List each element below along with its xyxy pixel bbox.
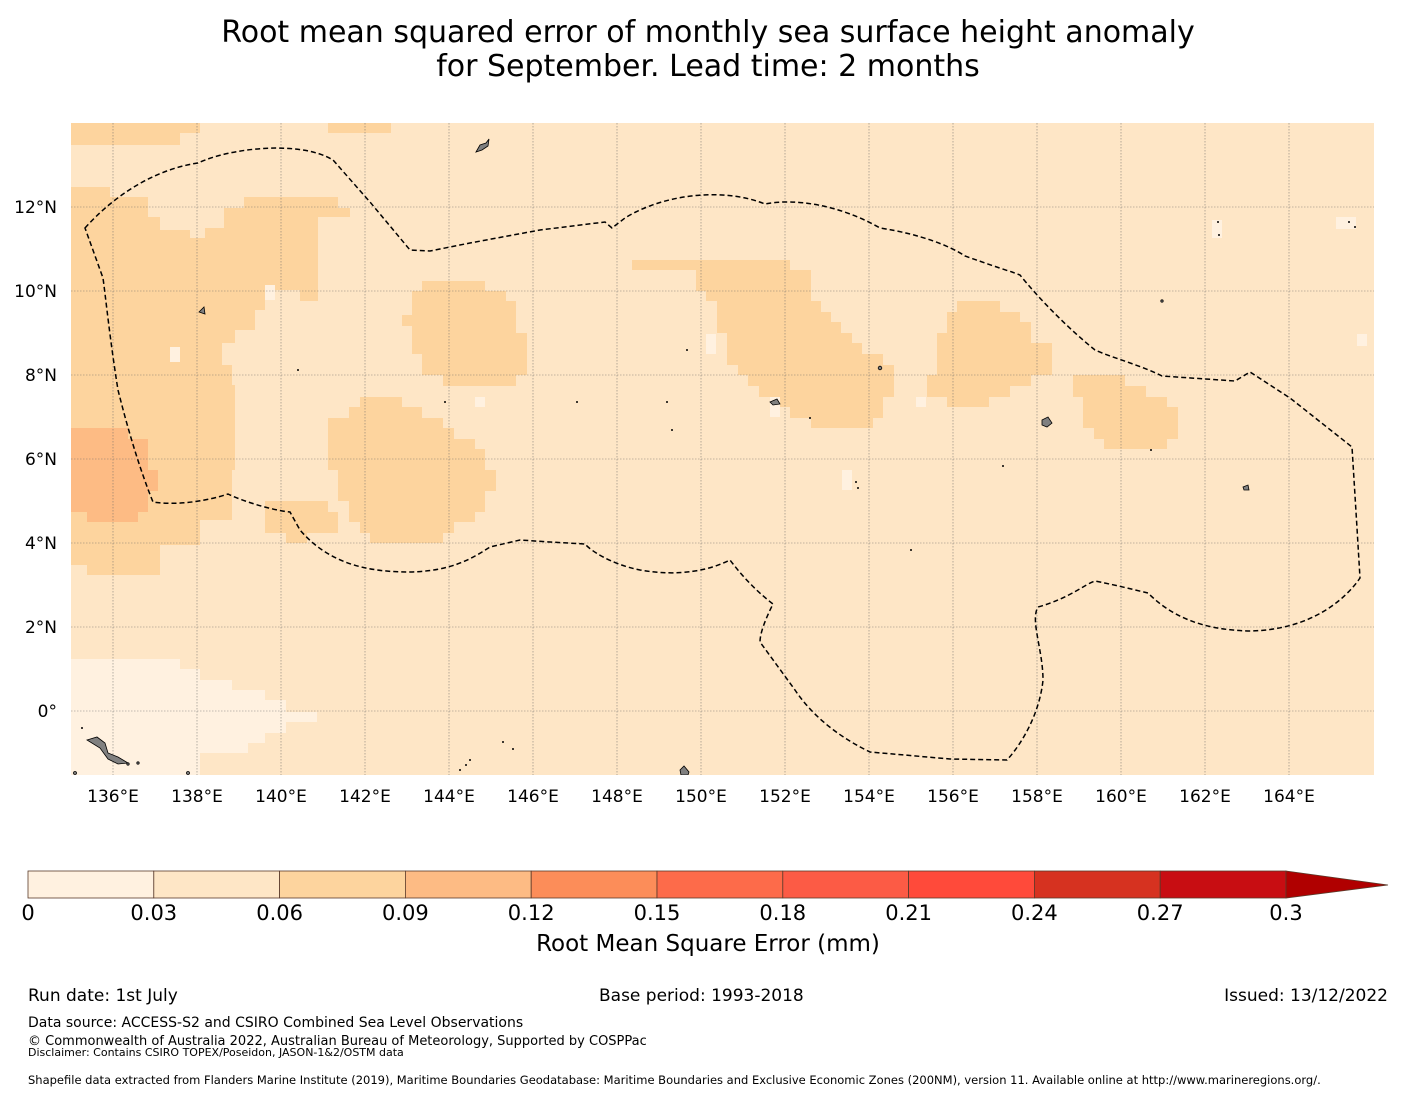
colorbar-tick-label: 0.09	[382, 901, 429, 925]
lon-label-150e: 150°E	[675, 787, 727, 807]
colorbar-segment	[530, 870, 658, 899]
colorbar-tick-label: 0	[21, 901, 35, 925]
lon-label-138e: 138°E	[171, 787, 223, 807]
lon-label-160e: 160°E	[1095, 787, 1147, 807]
colorbar-segment	[1034, 870, 1161, 899]
map-gridlines	[71, 123, 1374, 775]
land-islands	[73, 138, 1250, 775]
colorbar-tick-label: 0.15	[633, 901, 681, 925]
colorbar-segment	[404, 870, 532, 899]
colorbar-segment	[153, 870, 281, 899]
lon-label-158e: 158°E	[1011, 787, 1063, 807]
run-date: Run date: 1st July	[28, 986, 178, 1006]
colorbar-segment	[27, 870, 155, 899]
colorbar-tick-label: 0.06	[256, 901, 303, 925]
copyright-notice: © Commonwealth of Australia 2022, Austra…	[28, 1034, 647, 1049]
colorbar-segment	[1159, 870, 1287, 899]
colorbar-tick-label: 0.27	[1136, 901, 1184, 925]
lon-label-136e: 136°E	[87, 787, 139, 807]
chart-title-line2: for September. Lead time: 2 months	[436, 49, 980, 84]
lon-label-162e: 162°E	[1179, 787, 1231, 807]
lat-label-10n: 10°N	[14, 282, 57, 302]
lon-label-154e: 154°E	[843, 787, 895, 807]
lat-label-2n: 2°N	[25, 618, 57, 638]
colorbar-extend-arrow	[1285, 870, 1389, 899]
lon-label-156e: 156°E	[927, 787, 979, 807]
lon-label-140e: 140°E	[255, 787, 307, 807]
chart-title-line1: Root mean squared error of monthly sea s…	[221, 15, 1195, 50]
issued-date: Issued: 13/12/2022	[1224, 986, 1388, 1006]
lon-label-146e: 146°E	[507, 787, 559, 807]
map-panel	[71, 123, 1374, 775]
base-period: Base period: 1993-2018	[599, 986, 804, 1006]
lon-label-152e: 152°E	[759, 787, 811, 807]
data-source: Data source: ACCESS-S2 and CSIRO Combine…	[28, 1015, 524, 1031]
rmse-patches-000-003	[71, 217, 1367, 775]
colorbar-segment	[279, 870, 406, 899]
lon-label-164e: 164°E	[1263, 787, 1315, 807]
lat-label-4n: 4°N	[25, 534, 57, 554]
eez-boundary	[84, 147, 1361, 761]
colorbar-title: Root Mean Square Error (mm)	[536, 931, 880, 957]
atoll-dots	[81, 221, 1356, 771]
colorbar-segment	[908, 870, 1035, 899]
colorbar	[27, 870, 1389, 899]
colorbar-tick-label: 0.24	[1011, 901, 1058, 925]
colorbar-segment	[656, 870, 784, 899]
latitude-labels: 12°N 10°N 8°N 6°N 4°N 2°N 0°	[14, 198, 57, 722]
longitude-labels: 136°E 138°E 140°E 142°E 144°E 146°E 148°…	[87, 787, 1315, 807]
lat-label-0: 0°	[38, 702, 57, 722]
lat-label-12n: 12°N	[14, 198, 57, 218]
lon-label-148e: 148°E	[591, 787, 643, 807]
colorbar-tick-label: 0.21	[885, 901, 932, 925]
lat-label-6n: 6°N	[25, 450, 57, 470]
shapefile-credit: Shapefile data extracted from Flanders M…	[28, 1073, 1321, 1087]
disclaimer: Disclaimer: Contains CSIRO TOPEX/Poseido…	[28, 1046, 404, 1059]
colorbar-segment	[782, 870, 909, 899]
rmse-patch-009-012	[71, 428, 158, 522]
colorbar-tick-label: 0.18	[759, 901, 807, 925]
colorbar-tick-label: 0.12	[507, 901, 555, 925]
lon-label-142e: 142°E	[339, 787, 391, 807]
lon-label-144e: 144°E	[423, 787, 475, 807]
colorbar-tick-label: 0.03	[130, 901, 178, 925]
colorbar-tick-label: 0.3	[1269, 901, 1303, 925]
lat-label-8n: 8°N	[25, 366, 57, 386]
